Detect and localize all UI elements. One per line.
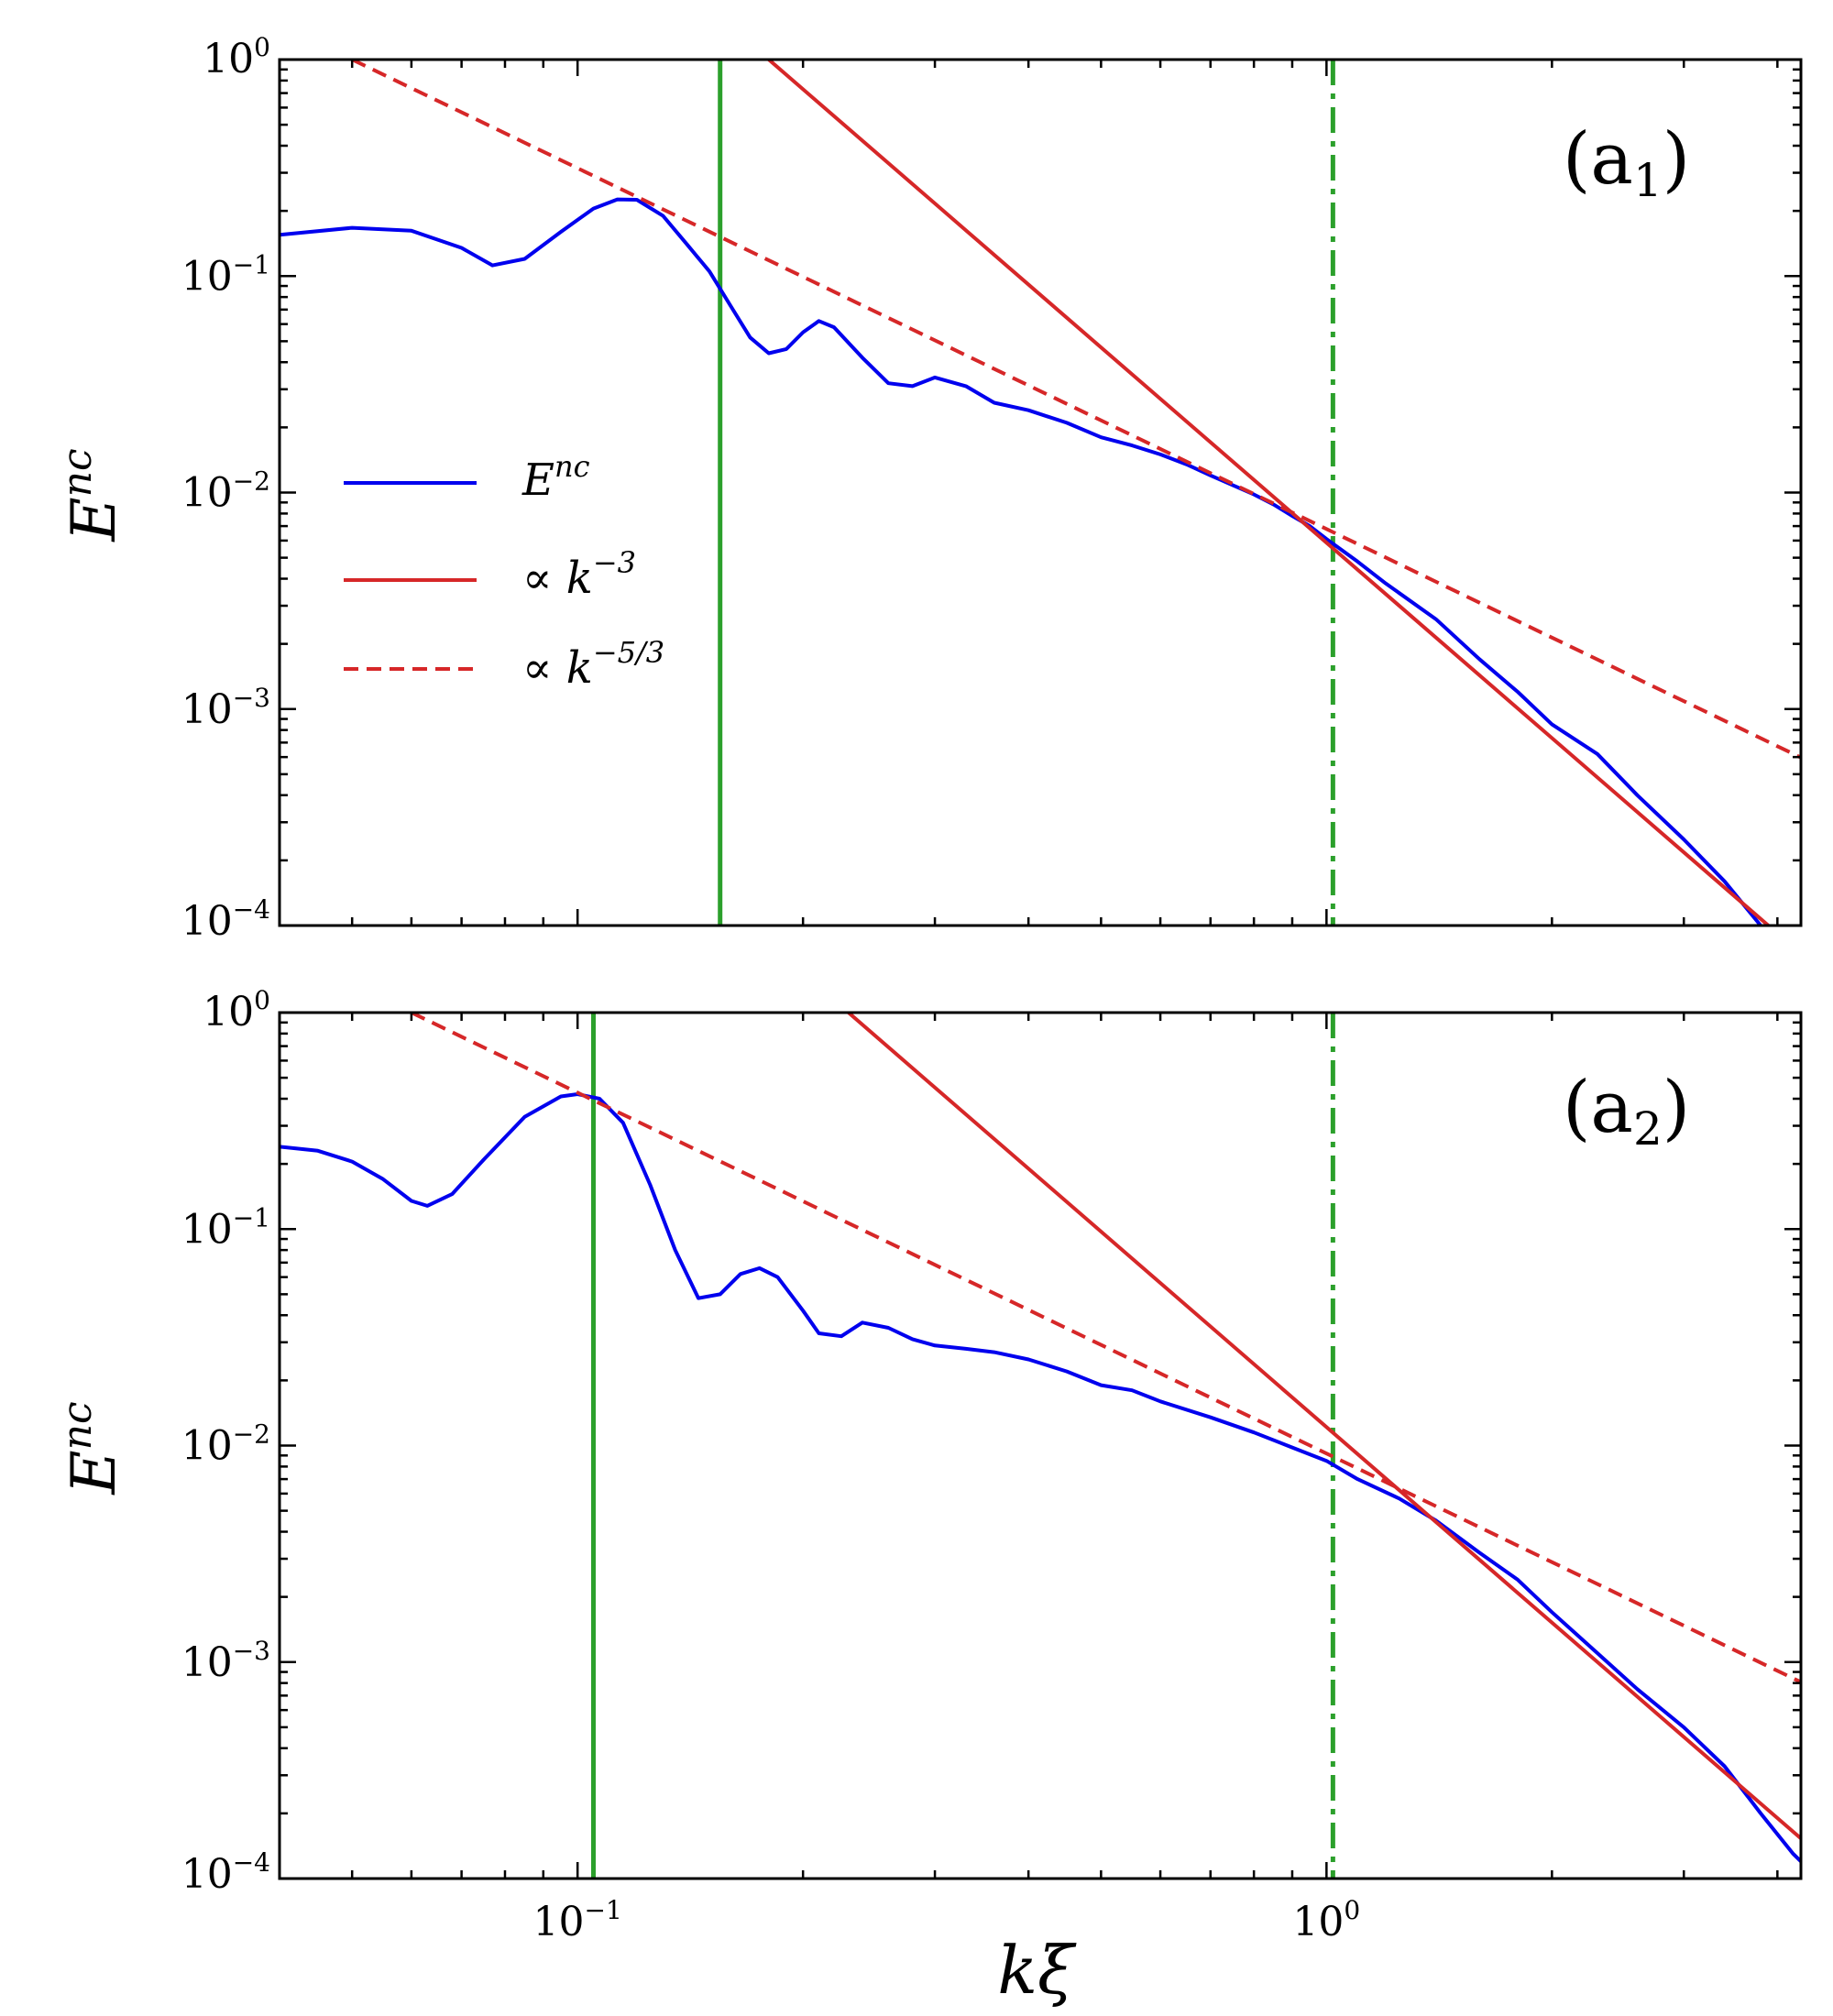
series-a1-1 xyxy=(767,60,1772,926)
xtick-label-a2-0: 10−1 xyxy=(533,1895,622,1945)
legend-label-k53-main: ∝ k xyxy=(522,642,593,694)
y-axis-label-a2-main: E xyxy=(59,1450,129,1495)
ytick-label-exp: −3 xyxy=(233,683,270,713)
ytick-label-exp: −1 xyxy=(233,249,270,279)
ytick-label-base: 10 xyxy=(181,898,233,945)
legend-label-k3: ∝ k−3 xyxy=(522,545,636,604)
ytick-label-a1-3: 10−3 xyxy=(181,683,270,733)
series-a1-2 xyxy=(351,60,1801,760)
panel-label-a2-main: (a xyxy=(1563,1067,1633,1149)
ytick-label-base: 10 xyxy=(181,686,233,733)
ytick-label-a1-2: 10−2 xyxy=(181,466,270,517)
axes-frame-a1 xyxy=(278,58,1803,927)
y-axis-label-a1-sup: nc xyxy=(54,448,101,497)
series-a2-0 xyxy=(280,1092,1801,1863)
ytick-label-a2-3: 10−3 xyxy=(181,1636,270,1686)
ytick-label-exp: −4 xyxy=(233,1847,270,1878)
ytick-label-base: 10 xyxy=(181,470,233,517)
y-axis-label-a1: Enc xyxy=(54,448,129,542)
xtick-label-a2-1: 100 xyxy=(1292,1895,1360,1945)
axes-frame-a2 xyxy=(278,1011,1803,1880)
legend-label-k53: ∝ k−5/3 xyxy=(522,635,664,694)
ytick-label-base: 10 xyxy=(203,989,254,1035)
ytick-label-a1-0: 100 xyxy=(203,32,270,82)
panel-label-a1: (a1) xyxy=(1563,118,1690,207)
xtick-label-exp: 0 xyxy=(1344,1895,1360,1925)
legend-label-k3-main: ∝ k xyxy=(522,553,593,604)
ytick-label-a1-4: 10−4 xyxy=(181,894,270,945)
plot-area-a2 xyxy=(280,1013,1801,1879)
legend-label-enc: Enc xyxy=(521,449,590,506)
ytick-label-base: 10 xyxy=(181,1639,233,1686)
series-a1-0 xyxy=(280,197,1762,926)
panel-label-a2: (a2) xyxy=(1563,1067,1690,1156)
panel-label-a1-close: ) xyxy=(1663,118,1690,201)
ytick-label-base: 10 xyxy=(203,36,254,82)
ytick-label-exp: −3 xyxy=(233,1636,270,1666)
xtick-label-exp: −1 xyxy=(585,1895,622,1925)
ytick-label-base: 10 xyxy=(181,253,233,300)
legend-label-k3-sup: −3 xyxy=(593,545,636,580)
legend-label-enc-main: E xyxy=(521,455,554,506)
ytick-label-a1-1: 10−1 xyxy=(181,249,270,300)
xtick-label-base: 10 xyxy=(533,1899,585,1945)
legend-label-k53-sup: −5/3 xyxy=(593,635,664,670)
panel-label-a2-close: ) xyxy=(1663,1067,1690,1149)
ytick-label-base: 10 xyxy=(181,1423,233,1470)
ytick-label-a2-1: 10−1 xyxy=(181,1202,270,1253)
ytick-label-exp: 0 xyxy=(254,985,270,1015)
ytick-label-base: 10 xyxy=(181,1851,233,1898)
ytick-label-a2-2: 10−2 xyxy=(181,1419,270,1470)
ytick-label-exp: −4 xyxy=(233,894,270,925)
ytick-label-a2-4: 10−4 xyxy=(181,1847,270,1898)
ytick-label-base: 10 xyxy=(181,1206,233,1253)
series-a2-1 xyxy=(847,1013,1801,1840)
series-a2-2 xyxy=(411,1013,1801,1684)
ytick-label-a2-0: 100 xyxy=(203,985,270,1035)
ytick-label-exp: 0 xyxy=(254,32,270,62)
y-axis-label-a2: Enc xyxy=(54,1401,129,1495)
plot-area-a1 xyxy=(280,60,1801,926)
panel-label-a1-main: (a xyxy=(1563,118,1633,201)
legend-label-enc-sup: nc xyxy=(554,449,590,484)
ytick-label-exp: −2 xyxy=(233,1419,270,1450)
ytick-label-exp: −1 xyxy=(233,1202,270,1233)
y-axis-label-a2-sup: nc xyxy=(54,1401,101,1450)
legend: Enc ∝ k−3 ∝ k−5/3 xyxy=(344,449,664,694)
y-axis-label-a1-main: E xyxy=(59,497,129,542)
xtick-label-base: 10 xyxy=(1292,1899,1344,1945)
ytick-label-exp: −2 xyxy=(233,466,270,497)
panel-label-a2-sub: 2 xyxy=(1633,1102,1663,1156)
panel-label-a1-sub: 1 xyxy=(1633,154,1663,207)
x-axis-label: kξ xyxy=(997,1932,1077,2009)
